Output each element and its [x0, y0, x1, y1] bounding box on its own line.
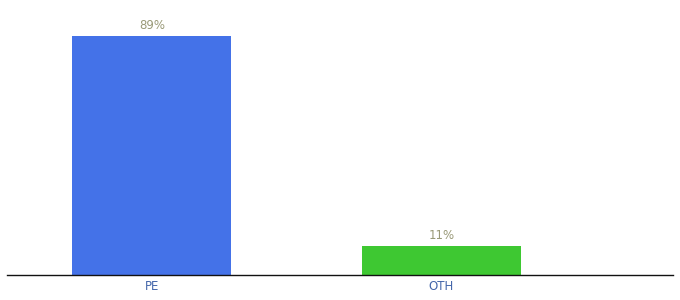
- Bar: [362, 246, 521, 275]
- Text: 89%: 89%: [139, 20, 165, 32]
- Text: 11%: 11%: [428, 229, 454, 242]
- Bar: [72, 37, 231, 275]
